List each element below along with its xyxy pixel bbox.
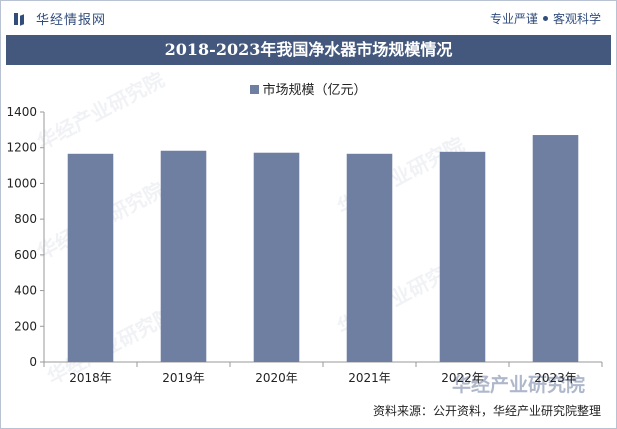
bar xyxy=(67,153,114,362)
y-tick-label: 400 xyxy=(14,284,37,298)
bar xyxy=(439,151,486,362)
y-tick-label: 1000 xyxy=(6,176,37,190)
slogan-right: 客观科学 xyxy=(552,12,601,26)
bar xyxy=(532,135,579,362)
y-tick-label: 0 xyxy=(29,355,37,369)
bar xyxy=(160,150,207,362)
source-note: 资料来源：公开资料，华经产业研究院整理 xyxy=(372,404,601,418)
x-tick-label: 2020年 xyxy=(255,371,298,385)
bar xyxy=(346,153,393,362)
y-tick-label: 600 xyxy=(14,248,37,262)
slogan-left: 专业严谨 xyxy=(489,12,538,26)
x-tick-label: 2023年 xyxy=(534,371,577,385)
bar xyxy=(253,152,300,362)
logo-text: 华经情报网 xyxy=(36,13,107,28)
header-bar: 华经情报网 专业严谨 客观科学 xyxy=(0,0,617,34)
legend-label: 市场规模（亿元） xyxy=(262,83,367,98)
y-tick-label: 1400 xyxy=(6,105,37,119)
chart-title: 2018-2023年我国净水器市场规模情况 xyxy=(6,35,611,65)
y-tick-label: 200 xyxy=(14,319,37,333)
x-tick-label: 2018年 xyxy=(69,371,112,385)
slogan-dot-icon xyxy=(542,16,548,21)
y-tick-label: 1200 xyxy=(6,141,37,155)
slogan: 专业严谨 客观科学 xyxy=(490,10,601,27)
watermark-corner: 华经产业研究院 xyxy=(452,374,586,396)
x-tick-label: 2022年 xyxy=(441,371,484,385)
x-tick-label: 2019年 xyxy=(162,371,205,385)
x-tick-label: 2021年 xyxy=(348,371,391,385)
chart-legend: 市场规模（亿元） xyxy=(0,79,617,98)
y-tick-label: 800 xyxy=(14,212,37,226)
logo-icon xyxy=(12,11,28,27)
legend-swatch xyxy=(250,85,260,94)
brand-logo: 华经情报网 xyxy=(12,9,106,28)
